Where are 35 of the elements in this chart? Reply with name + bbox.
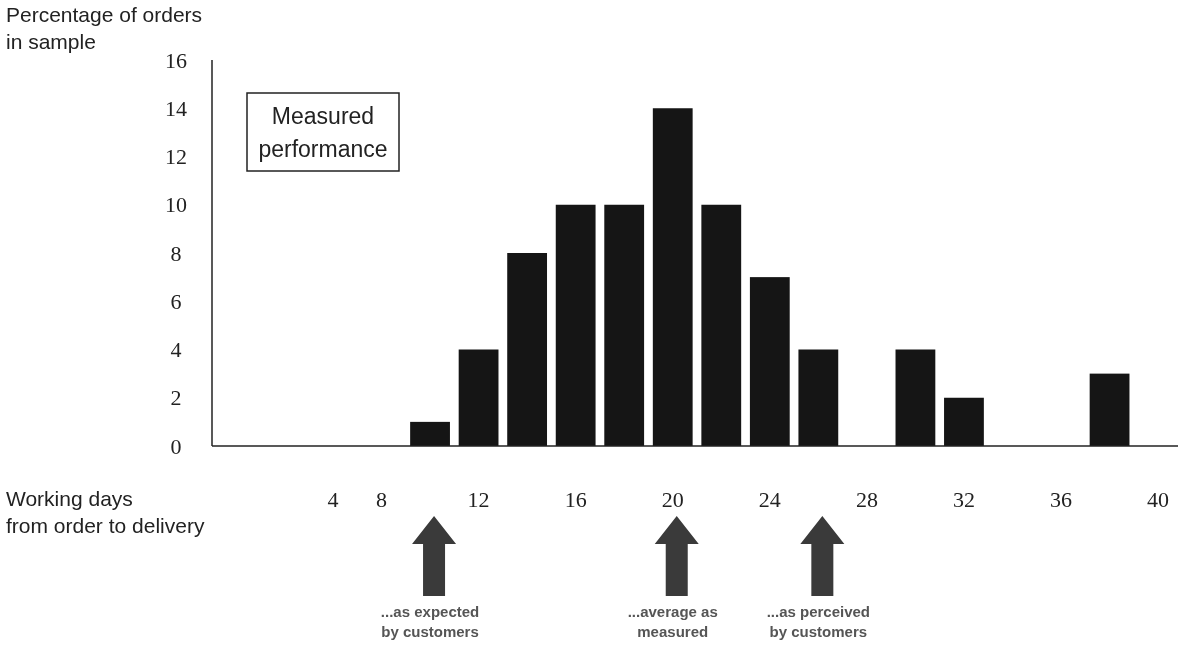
text: ...as expected by customers [380,603,480,640]
x-tick-label: 8 [376,487,388,512]
bar [1089,373,1130,446]
x-tick-label: 40 [1147,487,1170,512]
x-axis-title: Working days from order to delivery [6,487,205,537]
bar [701,204,742,446]
bar [944,397,984,446]
x-tick-label: 24 [758,487,781,512]
y-tick-label: 8 [170,240,182,266]
x-tick-label: 16 [564,487,587,512]
bar [895,349,936,446]
y-tick-label: 0 [170,433,182,459]
y-tick-label: 10 [165,192,187,218]
bar [458,349,499,446]
y-tick-label: 12 [165,144,187,170]
text: ...as perceived by customers [766,603,871,640]
bar [507,253,548,446]
y-tick-label: 2 [170,385,182,411]
bar [749,277,790,446]
y-tick-label: 14 [165,95,187,121]
bar [798,349,839,446]
y-tick-label: 6 [170,288,182,314]
x-tick-label: 36 [1050,487,1073,512]
bar [410,421,450,446]
x-tick-label: 20 [661,487,684,512]
bar [555,204,596,446]
bar [652,108,693,446]
y-tick-label: 4 [170,337,182,363]
x-tick-label: 32 [952,487,975,512]
x-tick-label: 12 [467,487,490,512]
bar [604,204,645,446]
text: ...average as measured [627,603,718,640]
x-tick-label: 4 [327,487,339,512]
annotation: Measured performance [258,103,388,162]
x-tick-label: 28 [855,487,878,512]
